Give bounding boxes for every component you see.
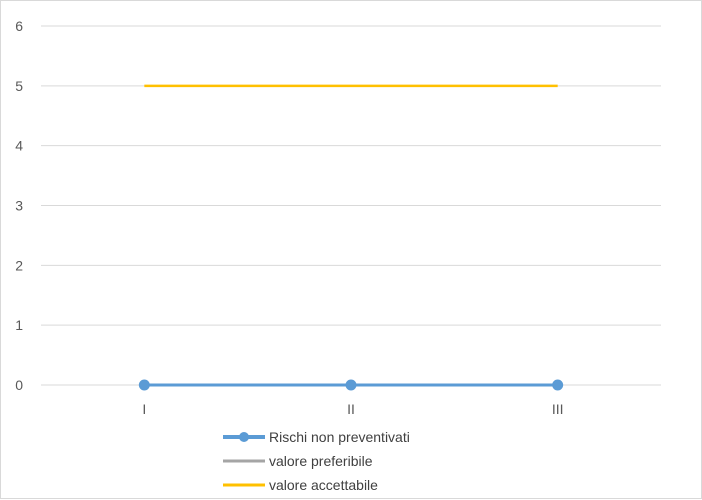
legend-label: valore accettabile [269, 477, 378, 493]
y-tick-label: 0 [15, 377, 23, 393]
series-lines [138, 84, 564, 391]
y-tick-label: 3 [15, 198, 23, 214]
x-axis-ticks: I II III [142, 401, 563, 417]
data-point [345, 379, 357, 391]
legend-label: valore preferibile [269, 453, 373, 469]
y-axis-ticks: 0 1 2 3 4 5 6 [15, 18, 23, 393]
x-tick-label: I [142, 401, 146, 417]
y-tick-label: 1 [15, 317, 23, 333]
y-tick-label: 2 [15, 257, 23, 273]
y-tick-label: 6 [15, 18, 23, 34]
y-tick-label: 5 [15, 78, 23, 94]
gridlines [41, 25, 661, 386]
legend-marker [239, 432, 249, 442]
legend-label: Rischi non preventivati [269, 429, 410, 445]
data-point [138, 379, 150, 391]
legend: Rischi non preventivati valore preferibil… [223, 429, 410, 493]
y-tick-label: 4 [15, 138, 23, 154]
x-tick-label: III [552, 401, 564, 417]
x-tick-label: II [347, 401, 355, 417]
data-point [552, 379, 564, 391]
